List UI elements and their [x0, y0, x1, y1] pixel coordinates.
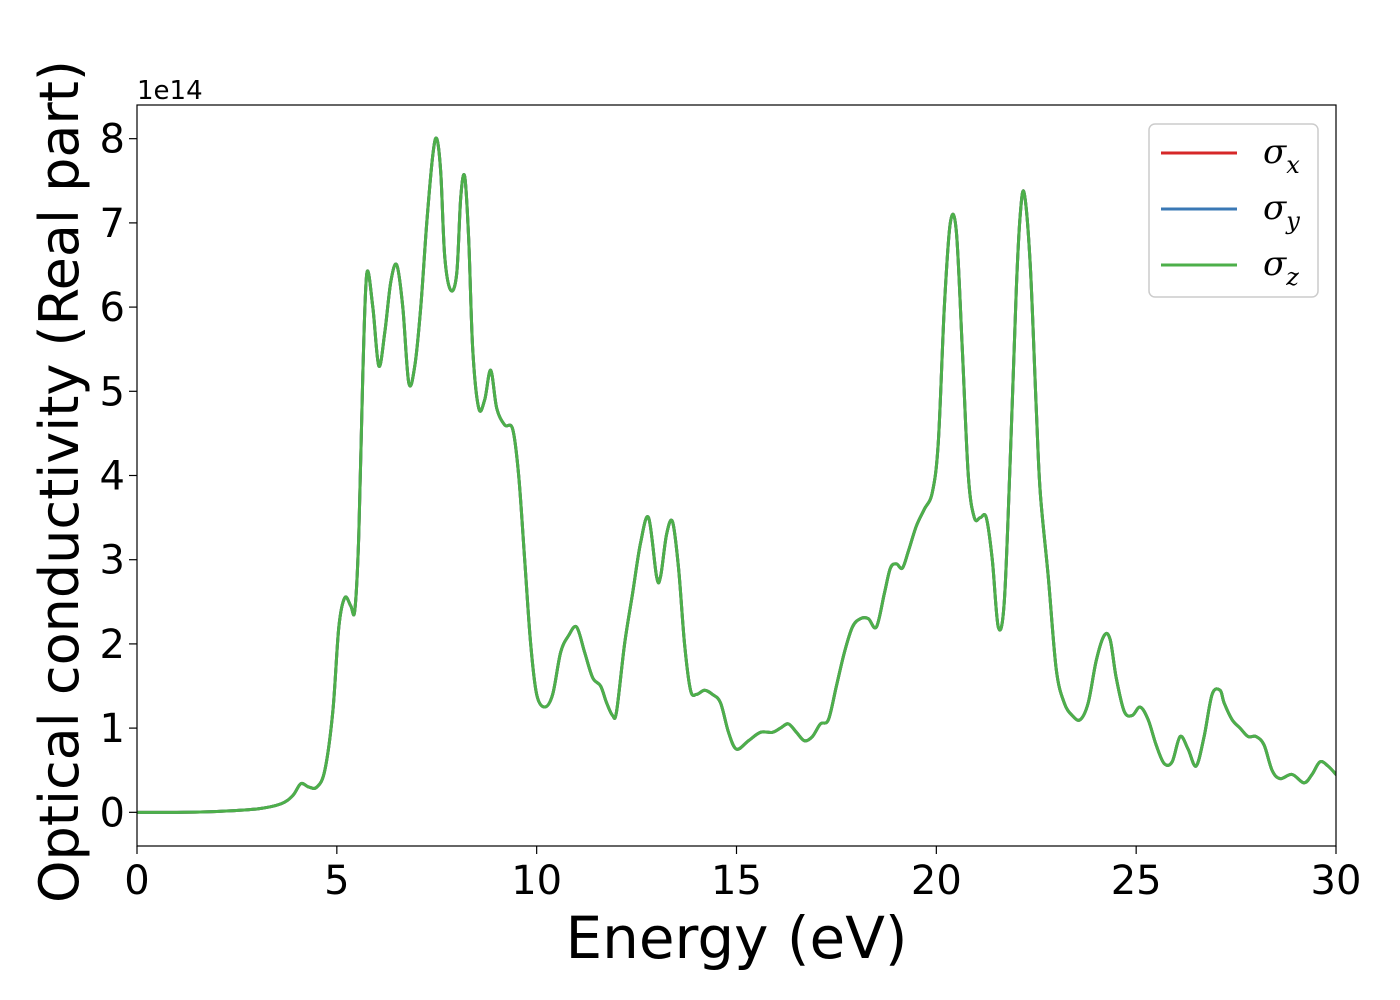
x-axis-label: Energy (eV): [565, 904, 907, 972]
legend-label-x: σx: [1263, 132, 1300, 179]
y-tick-label: 4: [100, 454, 125, 500]
y-tick-label: 7: [100, 201, 125, 247]
x-tick-label: 10: [511, 858, 562, 904]
y-tick-label: 6: [100, 285, 125, 331]
series-line-z: [137, 136, 1336, 814]
x-axis-ticks: 0 5 10 15 20 25 30: [124, 846, 1361, 904]
y-tick-label: 2: [100, 622, 125, 668]
y-axis-label: Optical conductivity (Real part): [28, 60, 91, 903]
y-tick-label: 0: [100, 790, 125, 836]
legend-label-y: σy: [1263, 188, 1300, 235]
x-tick-label: 20: [911, 858, 962, 904]
x-tick-label: 5: [324, 858, 349, 904]
y-axis-ticks: 0 1 2 3 4 5 6 7 8: [100, 117, 137, 836]
legend-label-z: σz: [1263, 244, 1299, 291]
y-tick-label: 8: [100, 117, 125, 163]
y-tick-label: 5: [100, 369, 125, 415]
x-tick-label: 30: [1311, 858, 1362, 904]
y-axis-offset-label: 1e14: [137, 76, 203, 106]
legend: σx σy σz: [1148, 123, 1319, 298]
x-tick-label: 0: [124, 858, 149, 904]
x-tick-label: 15: [711, 858, 762, 904]
x-tick-label: 25: [1111, 858, 1162, 904]
series-layer: [137, 136, 1336, 814]
y-tick-label: 1: [100, 706, 125, 752]
y-tick-label: 3: [100, 538, 125, 584]
